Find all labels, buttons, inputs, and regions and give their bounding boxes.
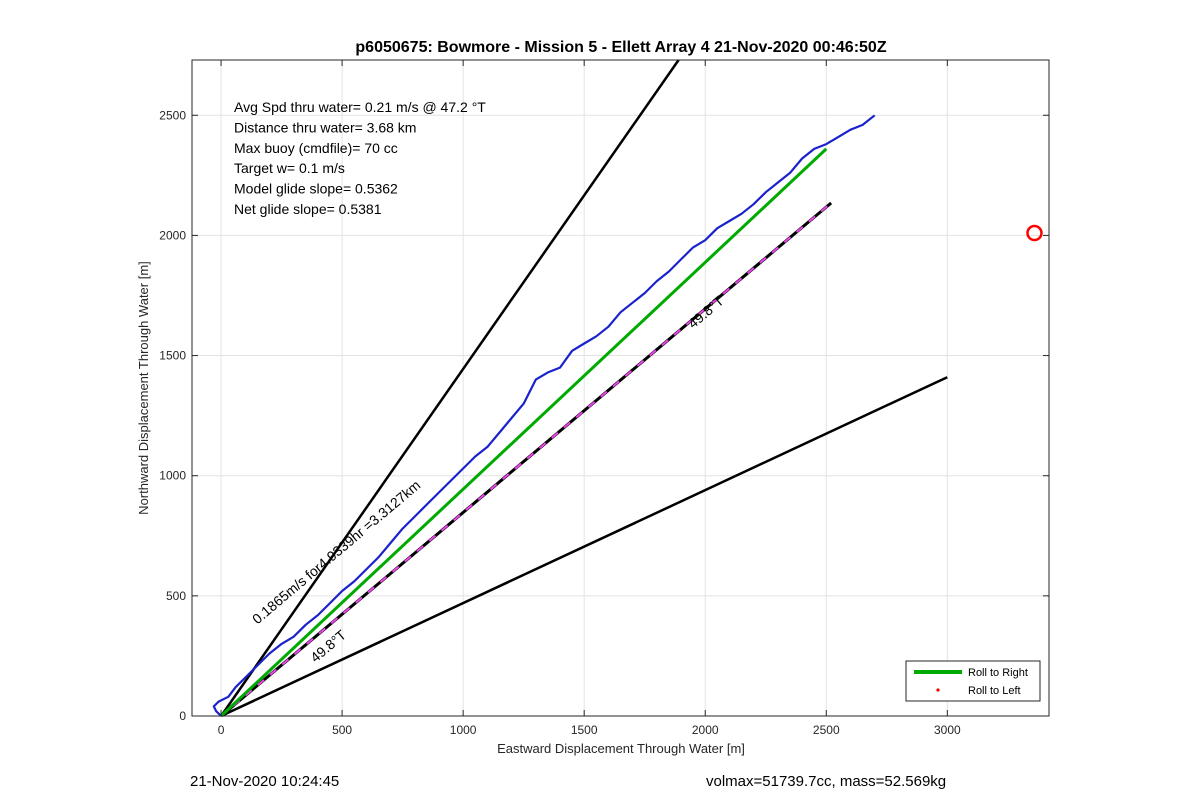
y-tick-label: 1500: [159, 349, 186, 363]
legend-box: [905, 660, 1041, 702]
x-tick-label: 0: [218, 723, 225, 737]
y-tick-label: 2000: [159, 228, 186, 242]
y-tick-label: 1000: [159, 469, 186, 483]
y-tick-label: 0: [179, 709, 186, 723]
info-line-3: Target w= 0.1 m/s: [234, 160, 345, 176]
series-0-line: [220, 59, 680, 717]
y-tick-label: 2500: [159, 108, 186, 122]
chart-title: p6050675: Bowmore - Mission 5 - Ellett A…: [355, 39, 886, 56]
series-4-line: [212, 114, 876, 717]
legend-marker-roll-left: [936, 688, 940, 692]
plot-frame: [191, 59, 1050, 717]
info-line-2: Max buoy (cmdfile)= 70 cc: [234, 140, 398, 156]
x-tick-label: 2000: [692, 723, 719, 737]
info-line-5: Net glide slope= 0.5381: [234, 201, 382, 217]
x-axis-label: Eastward Displacement Through Water [m]: [497, 741, 745, 756]
footer-timestamp: 21-Nov-2020 10:24:45: [190, 773, 340, 790]
series-layer: [212, 59, 1043, 718]
x-tick-label: 500: [332, 723, 352, 737]
series-5-marker: [1026, 224, 1043, 242]
x-tick-label: 1000: [450, 723, 477, 737]
x-tick-label: 1500: [571, 723, 598, 737]
grid: [192, 60, 1049, 717]
series-3-line: [220, 147, 828, 718]
ticks: 0 500 1000 1500 2000 2500 3000 0 500 1000 1500 2000…: [159, 60, 1049, 737]
series-1-line: [220, 376, 948, 718]
plot-area: [192, 60, 1049, 716]
info-line-0: Avg Spd thru water= 0.21 m/s @ 47.2 °T: [234, 99, 486, 115]
legend: Roll to Right Roll to Left: [905, 660, 1041, 702]
y-axis-label: Northward Displacement Through Water [m]: [136, 261, 151, 515]
legend-label-roll-right: Roll to Right: [968, 667, 1028, 679]
info-line-1: Distance thru water= 3.68 km: [234, 119, 416, 135]
info-box: Avg Spd thru water= 0.21 m/s @ 47.2 °T Di…: [234, 99, 486, 217]
y-tick-label: 500: [166, 589, 186, 603]
footer-volmax-mass: volmax=51739.7cc, mass=52.569kg: [706, 773, 947, 790]
x-tick-label: 2500: [813, 723, 840, 737]
legend-label-roll-left: Roll to Left: [968, 685, 1021, 697]
series-2-dash: [220, 202, 832, 717]
info-line-4: Model glide slope= 0.5362: [234, 181, 398, 197]
x-tick-label: 3000: [934, 723, 961, 737]
